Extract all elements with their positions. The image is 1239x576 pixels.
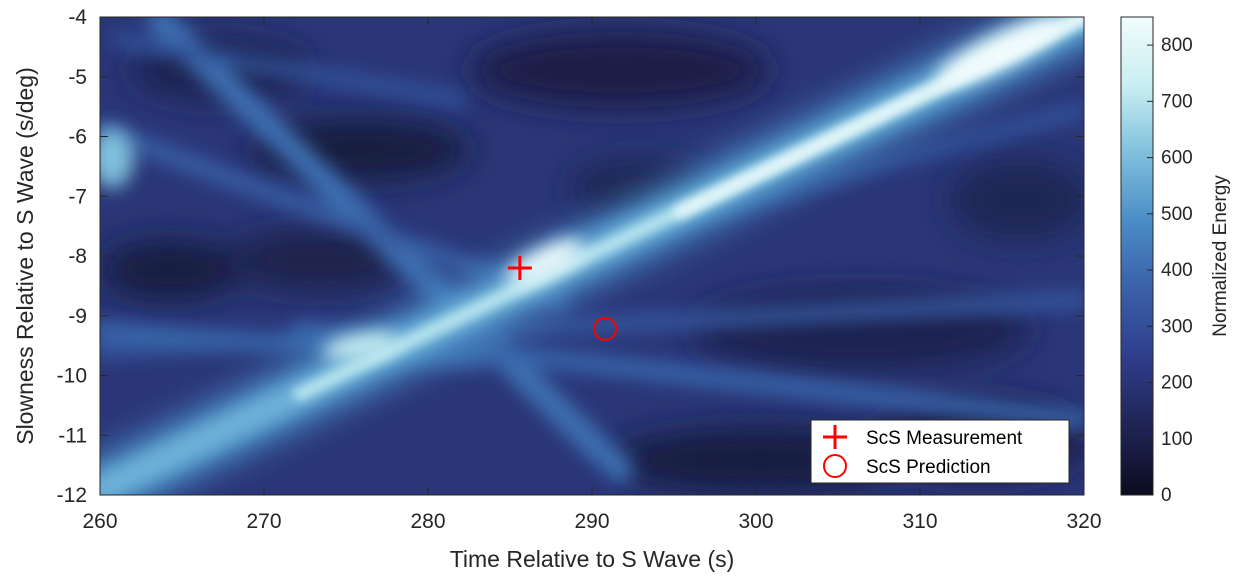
legend-entry-measurement: ScS Measurement [866, 428, 1023, 449]
colorbar-gradient [1120, 16, 1154, 496]
y-axis: -4 -5 -6 -7 -8 -9 -10 -11 -12 [57, 6, 1084, 507]
x-axis: 260 270 280 290 300 310 320 [82, 17, 1102, 533]
y-tick-label: -9 [68, 305, 87, 328]
legend-box [810, 419, 1070, 484]
y-tick-label: -4 [68, 6, 87, 29]
x-tick-label: 310 [902, 510, 937, 533]
y-axis-label: Slowness Relative to S Wave (s/deg) [12, 67, 38, 445]
legend: ScS Measurement ScS Prediction [810, 419, 1070, 484]
x-tick-label: 300 [738, 510, 773, 533]
x-tick-label: 290 [574, 510, 609, 533]
scs-prediction-marker [593, 316, 618, 341]
colorbar-tick-label: 700 [1161, 91, 1193, 112]
heatmap-hotspots [100, 17, 1064, 360]
colorbar-label: Normalized Energy [1210, 175, 1231, 337]
colorbar-tick-label: 0 [1161, 485, 1172, 506]
colorbar-tick-label: 200 [1161, 373, 1193, 394]
y-tick-label: -5 [68, 66, 87, 89]
colorbar-tick-label: 800 [1161, 35, 1193, 56]
colorbar-ticks: 0 100 200 300 400 500 600 700 800 [1147, 35, 1193, 506]
colorbar: 0 100 200 300 400 500 600 700 800 Normalized Ene… [1120, 16, 1231, 506]
x-tick-label: 280 [410, 510, 445, 533]
x-tick-label: 320 [1066, 510, 1101, 533]
y-tick-label: -10 [57, 365, 87, 388]
y-tick-label: -6 [68, 126, 87, 149]
colorbar-tick-label: 600 [1161, 148, 1193, 169]
legend-circle-icon [823, 454, 847, 478]
y-tick-label: -8 [68, 245, 87, 268]
markers-layer [507, 255, 618, 341]
x-tick-label: 260 [82, 510, 117, 533]
legend-plus-icon [823, 425, 847, 449]
x-tick-label: 270 [246, 510, 281, 533]
x-axis-label: Time Relative to S Wave (s) [450, 546, 735, 572]
colorbar-tick-label: 100 [1161, 429, 1193, 450]
scs-measurement-marker [507, 255, 532, 280]
colorbar-tick-label: 500 [1161, 204, 1193, 225]
legend-entry-prediction: ScS Prediction [866, 457, 991, 478]
y-tick-label: -7 [68, 185, 87, 208]
colorbar-tick-label: 400 [1161, 260, 1193, 281]
y-tick-label: -11 [58, 424, 87, 447]
y-tick-label: -12 [57, 484, 87, 507]
colorbar-tick-label: 300 [1161, 316, 1193, 337]
